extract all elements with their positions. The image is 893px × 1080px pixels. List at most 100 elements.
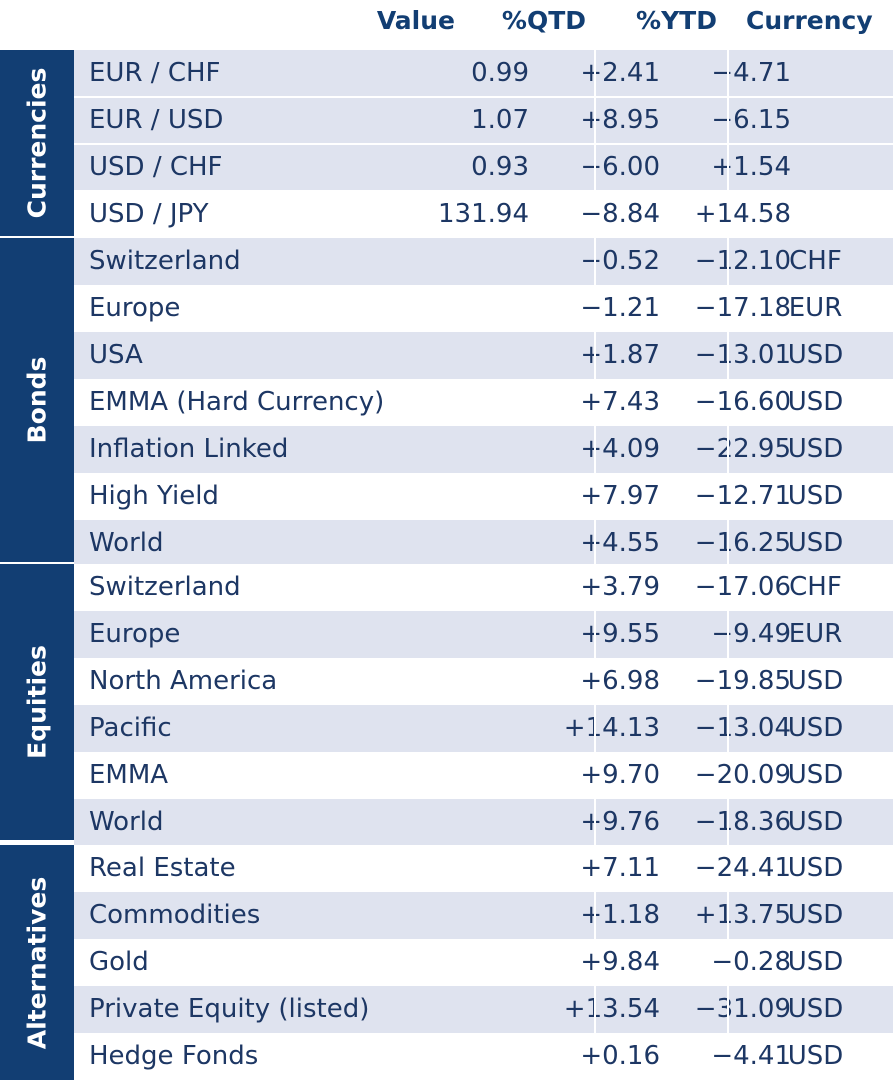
row-value: 1.07 xyxy=(471,105,529,135)
row-ytd: −24.41 xyxy=(694,853,791,883)
row-currency: USD xyxy=(787,387,844,417)
row-qtd: +13.54 xyxy=(563,994,660,1024)
row-qtd: +7.43 xyxy=(580,387,660,417)
row-ytd: −17.06 xyxy=(694,572,791,602)
row-currency: USD xyxy=(787,947,844,977)
row-ytd: −13.01 xyxy=(694,340,791,370)
header-currency: Currency xyxy=(746,6,873,35)
table-row: EMMA +9.70 −20.09 USD xyxy=(74,752,893,799)
group-label-equities: Equities xyxy=(0,564,74,840)
row-value: 0.99 xyxy=(471,58,529,88)
row-qtd: +3.79 xyxy=(580,572,660,602)
row-name: USD / JPY xyxy=(89,199,209,229)
table-row: Europe −1.21 −17.18 EUR xyxy=(74,285,893,332)
row-name: EMMA xyxy=(89,760,169,790)
row-ytd: +1.54 xyxy=(711,152,791,182)
row-name: Pacific xyxy=(89,713,172,743)
group-label-bonds: Bonds xyxy=(0,238,74,562)
row-value: 131.94 xyxy=(438,199,529,229)
row-name: High Yield xyxy=(89,481,219,511)
row-qtd: +9.70 xyxy=(580,760,660,790)
table-header: Value %QTD %YTD Currency xyxy=(0,0,893,48)
row-ytd: +14.58 xyxy=(694,199,791,229)
row-ytd: −18.36 xyxy=(694,807,791,837)
row-name: Switzerland xyxy=(89,246,241,276)
row-qtd: −6.00 xyxy=(580,152,660,182)
row-currency: USD xyxy=(787,528,844,558)
row-qtd: +2.41 xyxy=(580,58,660,88)
row-qtd: +14.13 xyxy=(563,713,660,743)
row-ytd: −4.71 xyxy=(711,58,791,88)
table-row: World +4.55 −16.25 USD xyxy=(74,520,893,567)
table-row: EUR / CHF 0.99 +2.41 −4.71 xyxy=(74,50,893,97)
row-ytd: −16.60 xyxy=(694,387,791,417)
row-ytd: −19.85 xyxy=(694,666,791,696)
row-name: EMMA (Hard Currency) xyxy=(89,387,385,417)
row-ytd: −0.28 xyxy=(711,947,791,977)
row-name: Private Equity (listed) xyxy=(89,994,370,1024)
table-row: North America +6.98 −19.85 USD xyxy=(74,658,893,705)
row-name: Hedge Fonds xyxy=(89,1041,259,1071)
row-name: Real Estate xyxy=(89,853,236,883)
header-ytd: %YTD xyxy=(636,6,717,35)
row-ytd: −12.10 xyxy=(694,246,791,276)
row-name: North America xyxy=(89,666,278,696)
row-ytd: −4.41 xyxy=(711,1041,791,1071)
table-row: Commodities +1.18 +13.75 USD xyxy=(74,892,893,939)
table-row: EMMA (Hard Currency) +7.43 −16.60 USD xyxy=(74,379,893,426)
row-qtd: +7.97 xyxy=(580,481,660,511)
row-ytd: −31.09 xyxy=(694,994,791,1024)
row-qtd: +0.16 xyxy=(580,1041,660,1071)
row-currency: EUR xyxy=(788,619,843,649)
row-ytd: −16.25 xyxy=(694,528,791,558)
row-currency: CHF xyxy=(789,246,842,276)
row-currency: USD xyxy=(787,434,844,464)
table-row: USA +1.87 −13.01 USD xyxy=(74,332,893,379)
row-value: 0.93 xyxy=(471,152,529,182)
row-currency: CHF xyxy=(789,572,842,602)
group-equities: Equities Switzerland +3.79 −17.06 CHF Eu… xyxy=(0,564,893,846)
row-currency: EUR xyxy=(788,293,843,323)
row-name: Inflation Linked xyxy=(89,434,289,464)
row-currency: USD xyxy=(787,994,844,1024)
row-currency xyxy=(738,191,893,238)
row-currency: USD xyxy=(787,807,844,837)
row-currency xyxy=(738,97,893,144)
table-row: Hedge Fonds +0.16 −4.41 USD xyxy=(74,1033,893,1080)
row-currency xyxy=(738,50,893,97)
row-currency: USD xyxy=(787,666,844,696)
row-qtd: +4.09 xyxy=(580,434,660,464)
row-name: EUR / CHF xyxy=(89,58,221,88)
row-ytd: −9.49 xyxy=(711,619,791,649)
row-qtd: +8.95 xyxy=(580,105,660,135)
group-label-alternatives: Alternatives xyxy=(0,845,74,1080)
row-ytd: −20.09 xyxy=(694,760,791,790)
row-ytd: −6.15 xyxy=(711,105,791,135)
row-name: EUR / USD xyxy=(89,105,224,135)
row-qtd: +1.87 xyxy=(580,340,660,370)
header-value: Value xyxy=(376,6,455,35)
row-qtd: +1.18 xyxy=(580,900,660,930)
row-ytd: −12.71 xyxy=(694,481,791,511)
row-currency: USD xyxy=(787,900,844,930)
row-qtd: +7.11 xyxy=(580,853,660,883)
row-name: Switzerland xyxy=(89,572,241,602)
table-row: USD / CHF 0.93 −6.00 +1.54 xyxy=(74,144,893,191)
row-currency: USD xyxy=(787,1041,844,1071)
row-currency: USD xyxy=(787,481,844,511)
row-ytd: −22.95 xyxy=(694,434,791,464)
row-qtd: −8.84 xyxy=(580,199,660,229)
group-currencies: Currencies EUR / CHF 0.99 +2.41 −4.71 EU… xyxy=(0,50,893,238)
table-row: Pacific +14.13 −13.04 USD xyxy=(74,705,893,752)
table-row: Switzerland +3.79 −17.06 CHF xyxy=(74,564,893,611)
table-row: Switzerland −0.52 −12.10 CHF xyxy=(74,238,893,285)
row-qtd: +4.55 xyxy=(580,528,660,558)
table-row: Inflation Linked +4.09 −22.95 USD xyxy=(74,426,893,473)
table-row: World +9.76 −18.36 USD xyxy=(74,799,893,846)
row-qtd: +9.55 xyxy=(580,619,660,649)
table-row: High Yield +7.97 −12.71 USD xyxy=(74,473,893,520)
row-name: USA xyxy=(89,340,143,370)
group-label-currencies: Currencies xyxy=(0,50,74,236)
row-currency: USD xyxy=(787,713,844,743)
row-currency: USD xyxy=(787,853,844,883)
